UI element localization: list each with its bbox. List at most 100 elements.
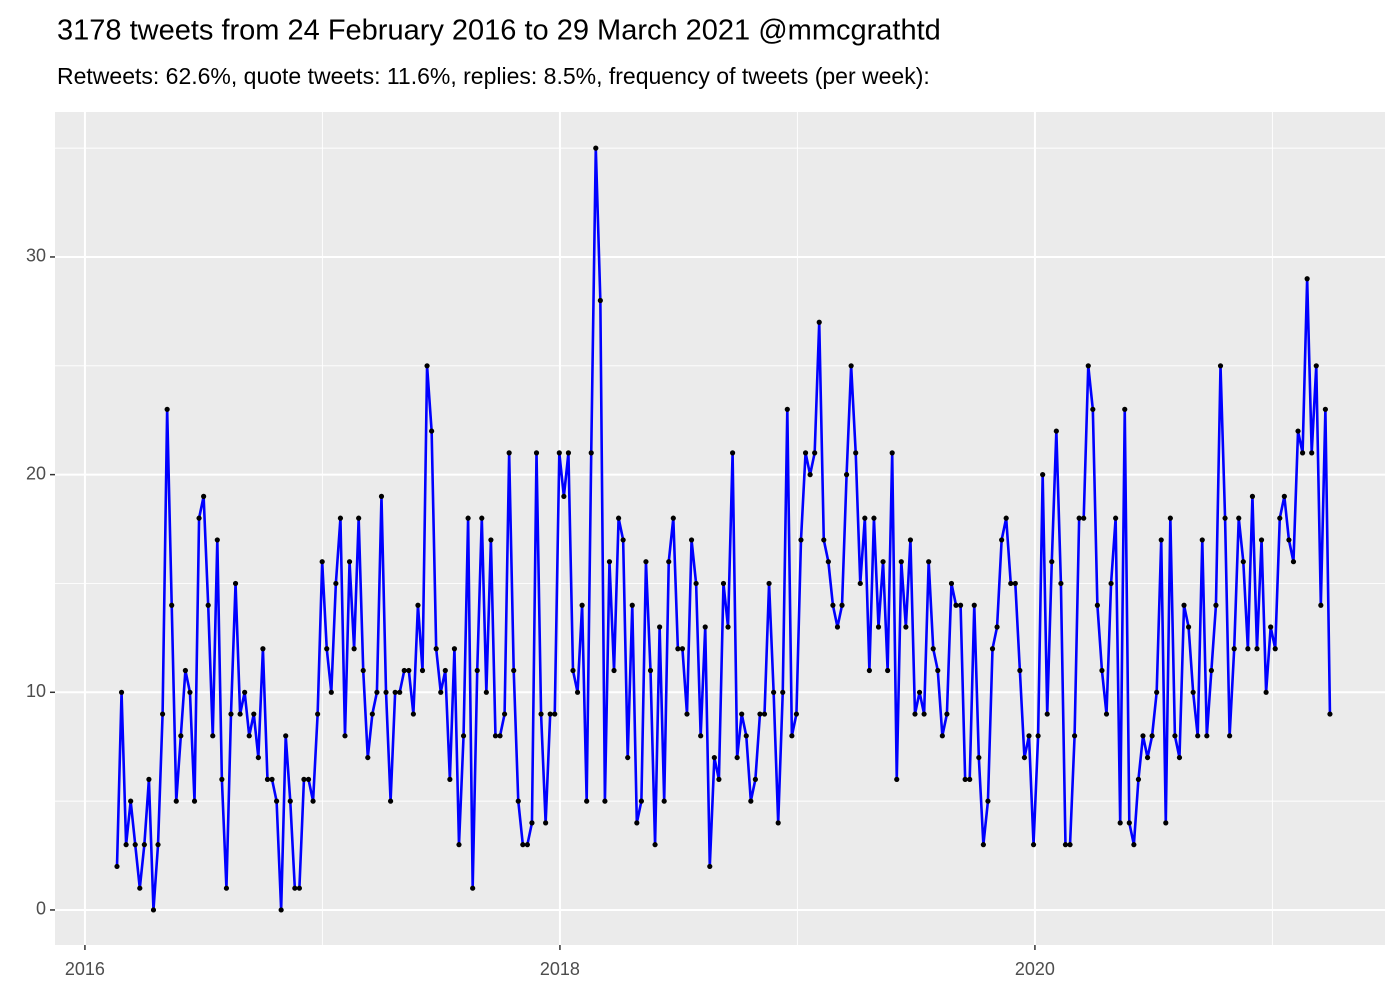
data-point [816,319,822,325]
data-point [1190,689,1196,695]
data-point [447,776,453,782]
data-point [1245,646,1251,652]
data-point [223,885,230,891]
data-point [1021,754,1028,761]
data-point [1254,646,1260,652]
data-point [688,537,695,543]
data-point [1240,559,1246,565]
data-point [848,363,854,369]
data-point [565,450,572,456]
data-point [862,515,868,521]
data-point [1053,428,1059,434]
data-point [907,537,914,543]
data-point [1094,602,1100,608]
data-point [912,711,918,717]
data-point [264,776,271,782]
data-point [643,559,649,565]
data-point [935,667,941,674]
data-point [219,776,225,782]
data-point [155,842,161,848]
data-point [839,602,845,608]
data-point [1309,450,1315,456]
data-point [1076,515,1082,521]
data-point [465,515,471,521]
data-point [625,754,631,761]
data-point [1131,842,1137,848]
chart-title: 3178 tweets from 24 February 2016 to 29 … [57,15,941,47]
data-point [652,842,658,848]
data-point [1099,667,1105,674]
data-point [1062,842,1069,848]
data-point [356,515,362,521]
data-point [114,863,120,870]
data-point [789,733,795,739]
data-point [1217,363,1224,369]
data-point [675,646,681,652]
data-point [871,515,877,521]
data-point [1231,646,1237,652]
data-point [1281,493,1287,499]
data-point [976,754,982,761]
data-point [729,450,736,456]
data-point [793,711,800,717]
data-point [579,602,585,608]
data-point [278,907,284,913]
data-point [1035,733,1041,739]
plot-panel [55,112,1385,945]
data-point [780,689,786,695]
data-point [584,798,590,804]
data-point [401,667,407,674]
data-point [775,820,781,826]
data-point [529,820,535,826]
data-point [205,602,211,608]
data-point [1103,711,1110,717]
data-point [283,733,289,739]
data-point [1299,450,1306,456]
data-point [926,559,932,565]
data-point [739,711,745,717]
data-point [474,667,480,674]
data-point [533,450,540,456]
data-point [346,559,353,565]
data-point [1003,515,1009,521]
data-point [150,907,157,913]
data-point [670,515,676,521]
data-point [424,363,430,369]
data-point [397,689,403,695]
data-point [707,863,713,870]
data-point [538,711,544,717]
data-point [698,733,704,739]
data-point [118,689,125,695]
data-point [620,537,626,543]
data-point [1222,515,1228,521]
data-point [1304,276,1310,282]
data-point [812,450,818,456]
data-point [930,646,936,652]
data-point [337,515,344,521]
data-point [201,493,207,499]
data-point [1144,754,1151,761]
data-point [419,667,426,674]
data-point [1081,515,1087,521]
data-point [798,537,804,543]
data-point [287,798,293,804]
data-point [1058,580,1064,587]
data-point [506,450,512,456]
data-point [1113,515,1119,521]
data-point [315,711,321,717]
data-point [853,450,859,456]
data-point [679,646,686,652]
data-point [132,842,138,848]
data-point [292,885,298,891]
data-point [451,646,458,652]
data-point [1172,733,1178,739]
data-point [178,733,184,739]
data-point [638,798,644,804]
data-point [520,842,526,848]
data-point [693,580,699,587]
data-point [1008,580,1014,587]
data-point [333,580,339,587]
data-point [128,798,134,804]
data-point [916,689,923,695]
data-point [310,798,316,804]
